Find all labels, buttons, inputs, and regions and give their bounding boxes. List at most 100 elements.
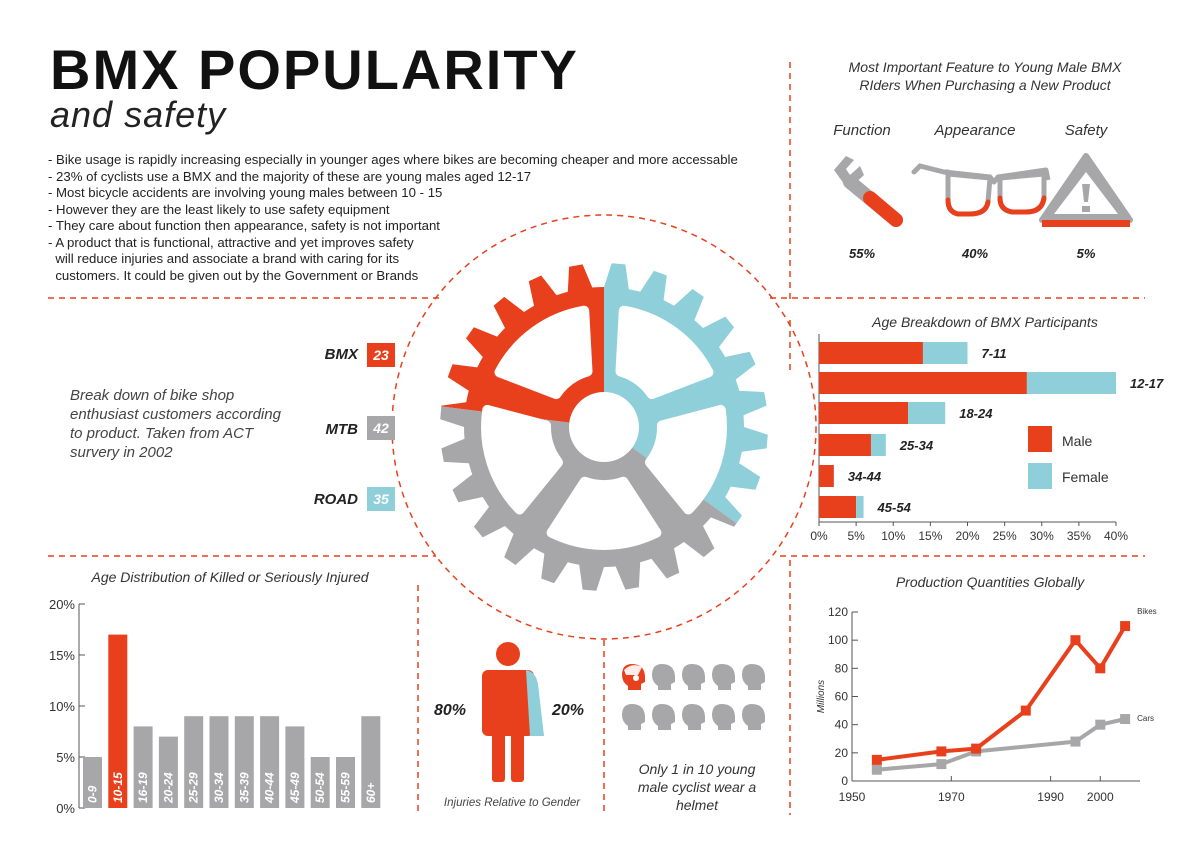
feature-value-safety: 5%: [1076, 246, 1096, 261]
head-shape: [622, 704, 645, 730]
data-point-bikes: [871, 754, 882, 765]
bar-55-59: [336, 757, 355, 808]
y-tick-label: 80: [835, 661, 849, 675]
bar-10-15: [108, 634, 128, 808]
y-tick-label: 100: [828, 633, 848, 647]
page-subtitle: and safety: [50, 94, 227, 135]
bar-60+: [361, 716, 381, 808]
helmet-strap: [633, 675, 639, 681]
features-title: Most Important Feature to Young Male BMX…: [800, 59, 1170, 93]
breakdown-line: to product. Taken from ACT: [70, 425, 254, 442]
bar-40-44: [260, 716, 280, 808]
breakdown-line: enthusiast customers according: [70, 406, 281, 423]
head-icon: [742, 704, 765, 730]
category-label: 25-34: [899, 438, 934, 453]
bar-30-34: [209, 716, 229, 808]
product-label-mtb: MTB: [325, 421, 359, 438]
category-label: 50-54: [313, 772, 327, 803]
product-label-road: ROAD: [313, 491, 358, 508]
category-label: 30-34: [212, 772, 226, 803]
gender-male-value: 80%: [434, 702, 467, 719]
breakdown-line: survery in 2002: [70, 444, 173, 461]
category-label: 20-24: [161, 772, 175, 804]
sprocket-segment-bmx: [405, 227, 604, 427]
bar-male-45-54: [819, 496, 857, 518]
product-label-bmx: BMX: [324, 346, 358, 363]
feature-icons: [834, 153, 1133, 227]
head-shape: [742, 704, 765, 730]
category-label: 12-17: [1130, 376, 1164, 391]
x-tick-label: 30%: [1030, 529, 1054, 543]
bar-50-54: [310, 757, 330, 808]
category-label: 35-39: [237, 772, 251, 803]
data-point-cars: [871, 764, 882, 775]
product-value-mtb: 42: [367, 416, 395, 440]
head-shape: [712, 704, 735, 730]
product-breakdown-note: Break down of bike shop enthusiast custo…: [70, 386, 310, 462]
female-figure-icon: [526, 670, 544, 736]
helmet-caption: Only 1 in 10 young male cyclist wear a h…: [612, 760, 782, 814]
helmet-heads: [622, 664, 765, 730]
y-tick-label: 20%: [49, 597, 75, 612]
head-shape: [742, 664, 765, 690]
age-breakdown-chart: 7-11 12-17 18-24 25-34 34-44 45-54 0% 5% 10% 15% 2…: [810, 334, 1164, 543]
bar-45-49: [285, 726, 305, 808]
gender-caption: Injuries Relative to Gender: [443, 797, 581, 809]
glasses-icon: [911, 163, 1051, 217]
x-tick-label: 40%: [1104, 529, 1128, 543]
category-label: 55-59: [339, 772, 353, 803]
bar-35-39: [234, 716, 254, 808]
x-tick-label: 35%: [1067, 529, 1091, 543]
intro-line: - Most bicycle accidents are involving y…: [48, 185, 443, 200]
legend-female-label: Female: [1062, 469, 1109, 485]
category-label: 25-29: [187, 772, 201, 804]
y-tick-label: 0%: [56, 801, 75, 816]
y-axis-label: Millions: [816, 680, 827, 713]
intro-line: - A product that is functional, attracti…: [48, 234, 414, 250]
gender-female-value: 20%: [552, 702, 585, 719]
ksi-chart: 0% 5% 10% 15% 20% 0-9 10-15 16-19 20-24 25-29 30-3…: [49, 597, 381, 816]
x-tick-label: 0%: [810, 529, 828, 543]
data-point-bikes: [1020, 705, 1031, 716]
x-tick-label: 15%: [918, 529, 942, 543]
product-value-road: 35: [367, 487, 395, 511]
head-icon: [742, 664, 765, 690]
bar-female-25-34: [870, 434, 886, 456]
x-tick-label: 1970: [938, 790, 965, 804]
legend-male-swatch: [1028, 426, 1052, 452]
feature-value-function: 55%: [848, 246, 876, 261]
helmet-visor: [624, 665, 642, 675]
feature-label-appearance: Appearance: [934, 122, 1016, 139]
production-title: Production Quantities Globally: [895, 574, 1085, 590]
intro-line: - Bike usage is rapidly increasing espec…: [48, 152, 738, 167]
data-point-cars: [936, 759, 947, 770]
y-tick-label: 120: [828, 605, 848, 619]
data-point-bikes: [1095, 663, 1106, 674]
male-figure-icon: [482, 642, 534, 782]
features-title-line: RIders When Purchasing a New Product: [859, 77, 1111, 93]
head-icon: [622, 704, 645, 730]
head-shape: [682, 704, 705, 730]
head-icon: [652, 664, 675, 690]
bar-female-18-24: [908, 402, 946, 424]
sprocket-segment-mtb: [404, 401, 766, 628]
helmet-caption-line: Only 1 in 10 young: [638, 761, 756, 777]
series-line-cars: [876, 717, 1126, 772]
bar-male-34-44: [819, 465, 834, 487]
bar-female-12-17: [1026, 372, 1116, 394]
category-label: 40-44: [263, 772, 277, 804]
y-tick-label: 5%: [56, 750, 75, 765]
category-label: 45-49: [288, 772, 302, 804]
intro-line: - However they are the least likely to u…: [48, 201, 390, 217]
category-label: 60+: [364, 783, 378, 803]
intro-line: - 23% of cyclists use a BMX and the majo…: [48, 168, 532, 184]
breakdown-line: Break down of bike shop: [70, 387, 235, 404]
sprocket-segment-road: [604, 227, 805, 545]
x-tick-label: 10%: [881, 529, 905, 543]
bar-female-7-11: [922, 342, 968, 364]
x-tick-label: 5%: [847, 529, 865, 543]
y-tick-label: 10%: [49, 699, 75, 714]
y-tick-label: 60: [835, 690, 849, 704]
